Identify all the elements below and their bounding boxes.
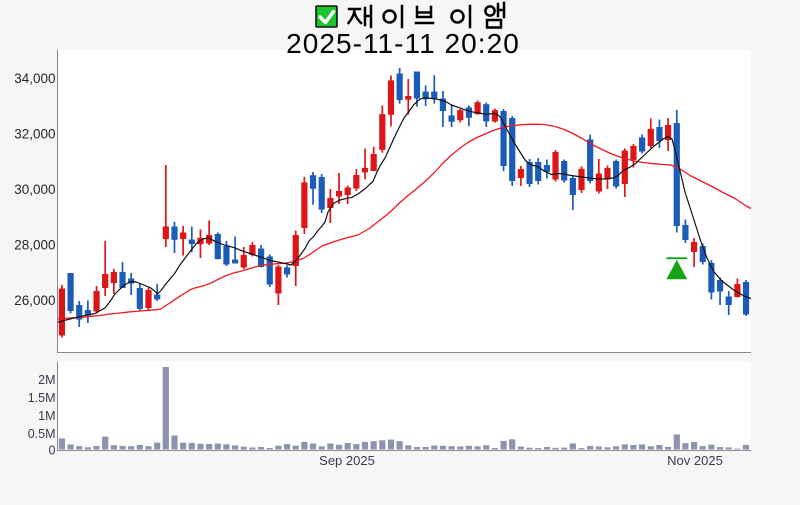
- svg-text:Sep 2025: Sep 2025: [319, 453, 375, 468]
- svg-text:1M: 1M: [38, 409, 55, 423]
- svg-text:1.5M: 1.5M: [28, 391, 56, 405]
- svg-text:2025-11-11 20:20: 2025-11-11 20:20: [286, 28, 520, 59]
- svg-text:0: 0: [49, 444, 56, 458]
- svg-text:34,000: 34,000: [14, 71, 55, 86]
- svg-text:28,000: 28,000: [14, 237, 55, 252]
- svg-text:2M: 2M: [38, 373, 55, 387]
- svg-text:26,000: 26,000: [14, 293, 55, 308]
- svg-text:Nov 2025: Nov 2025: [667, 453, 723, 468]
- svg-text:32,000: 32,000: [14, 127, 55, 142]
- svg-text:30,000: 30,000: [14, 182, 55, 197]
- svg-text:0.5M: 0.5M: [28, 427, 56, 441]
